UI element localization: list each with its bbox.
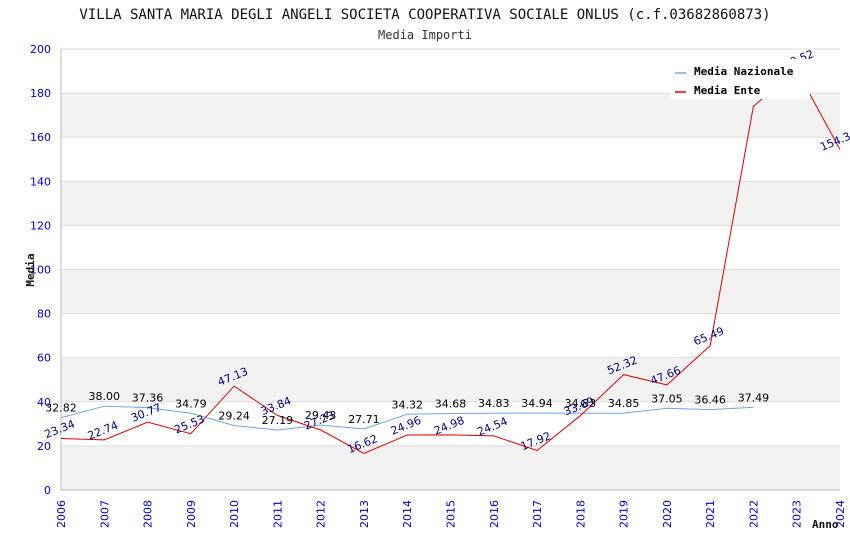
x-tick-label: 2024	[834, 500, 847, 528]
plot-background-bands	[61, 93, 840, 490]
y-tick-label: 0	[44, 484, 51, 497]
series-lines	[60, 69, 841, 454]
y-tick-label: 100	[30, 264, 51, 277]
y-tick-label: 20	[37, 440, 51, 453]
x-tick-label: 2022	[747, 500, 760, 528]
band-160-180	[61, 93, 840, 138]
legend-label-media-nazionale: Media Nazionale	[694, 65, 794, 78]
x-tick-label: 2016	[488, 500, 501, 528]
data-label-media-nazionale: 32.82	[45, 402, 77, 415]
y-tick-label: 200	[30, 43, 51, 56]
data-label-media-nazionale: 34.32	[391, 398, 423, 411]
x-tick-label: 2010	[228, 500, 241, 528]
data-label-media-nazionale: 27.71	[348, 413, 380, 426]
y-tick-label: 40	[37, 396, 51, 409]
x-tick-label: 2013	[358, 500, 371, 528]
data-label-media-nazionale: 34.83	[478, 397, 510, 410]
y-tick-label: 160	[30, 131, 51, 144]
x-tick-label: 2020	[661, 500, 674, 528]
data-label-media-ente: 24.98	[432, 414, 466, 438]
data-label-media-nazionale: 37.36	[132, 392, 164, 405]
x-axis-title: Anno	[812, 518, 839, 531]
x-tick-label: 2008	[142, 500, 155, 528]
data-label-media-ente: 22.74	[86, 419, 120, 443]
data-label-media-nazionale: 34.79	[175, 397, 207, 410]
data-label-media-nazionale: 29.43	[305, 409, 337, 422]
y-axis-ticks: 0 20 40 60 80 100 120 140 160 180 200	[30, 43, 51, 497]
legend-label-media-ente: Media Ente	[694, 84, 761, 97]
data-label-media-ente: 24.54	[475, 415, 509, 439]
y-tick-label: 80	[37, 308, 51, 321]
data-label-media-nazionale: 27.19	[262, 414, 294, 427]
x-tick-label: 2011	[271, 500, 284, 528]
data-label-media-nazionale: 34.68	[435, 398, 467, 411]
x-tick-label: 2018	[574, 500, 587, 528]
band-0-20	[61, 445, 840, 490]
x-tick-label: 2017	[531, 500, 544, 528]
band-80-100	[61, 269, 840, 314]
y-axis-title: Media	[24, 253, 37, 286]
series-line-media-ente	[60, 69, 841, 454]
x-tick-label: 2009	[185, 500, 198, 528]
data-label-media-ente: 65.49	[692, 324, 726, 348]
data-label-media-nazionale: 34.94	[521, 397, 553, 410]
x-axis-ticks: 2006 2007 2008 2009 2010 2011 2012 2013 2014 2015…	[55, 500, 847, 528]
band-40-60	[61, 357, 840, 402]
x-tick-label: 2007	[98, 500, 111, 528]
data-label-media-nazionale: 38.00	[89, 390, 121, 403]
data-label-media-nazionale: 34.83	[565, 397, 597, 410]
x-tick-label: 2021	[704, 500, 717, 528]
chart-title: VILLA SANTA MARIA DEGLI ANGELI SOCIETA C…	[79, 7, 770, 23]
x-tick-label: 2006	[55, 500, 68, 528]
x-tick-label: 2012	[315, 500, 328, 528]
y-tick-label: 180	[30, 87, 51, 100]
x-tick-label: 2015	[445, 500, 458, 528]
data-label-media-nazionale: 37.05	[651, 392, 683, 405]
y-tick-label: 60	[37, 352, 51, 365]
band-120-140	[61, 181, 840, 226]
gridlines	[60, 48, 840, 491]
data-label-media-nazionale: 34.85	[608, 397, 640, 410]
legend: Media Nazionale Media Ente	[670, 59, 810, 99]
x-tick-label: 2019	[618, 500, 631, 528]
data-label-media-ente: 25.53	[172, 413, 206, 437]
legend-box	[670, 59, 810, 99]
x-tick-label: 2023	[791, 500, 804, 528]
series-line-media-nazionale	[60, 405, 754, 431]
data-label-media-nazionale: 29.24	[218, 410, 250, 423]
x-tick-label: 2014	[401, 500, 414, 528]
chart-subtitle: Media Importi	[378, 28, 472, 42]
data-label-media-ente: 23.34	[43, 417, 77, 441]
data-label-media-nazionale: 37.49	[738, 391, 770, 404]
y-tick-label: 140	[30, 175, 51, 188]
y-tick-label: 120	[30, 219, 51, 232]
data-label-media-ente: 24.96	[389, 414, 423, 438]
data-label-media-nazionale: 36.46	[694, 394, 726, 407]
